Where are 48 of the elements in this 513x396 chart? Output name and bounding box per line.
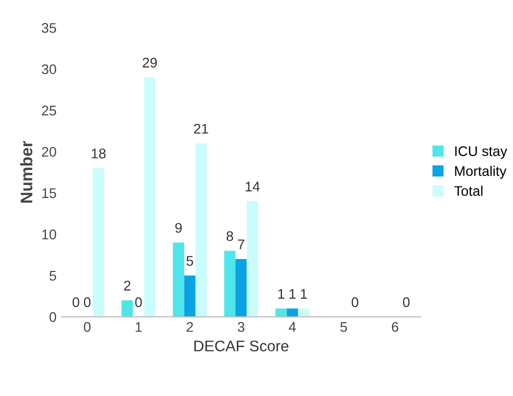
- bar: [92, 168, 104, 317]
- bar: [235, 258, 247, 317]
- data-label: 21: [194, 124, 208, 134]
- x-tick-label: 2: [186, 322, 193, 332]
- data-label: 7: [238, 240, 244, 250]
- x-axis-title: DECAF Score: [194, 340, 288, 352]
- bar: [275, 308, 287, 317]
- bar: [298, 308, 310, 317]
- y-tick-label: 15: [42, 188, 56, 198]
- y-tick-label: 10: [42, 230, 56, 240]
- y-tick-label: 20: [42, 146, 56, 157]
- data-label: 2: [124, 280, 130, 290]
- data-label: 0: [84, 297, 91, 308]
- y-axis-title: Number: [20, 141, 32, 203]
- data-label: 8: [226, 231, 234, 242]
- x-tick-label: 3: [238, 322, 244, 332]
- x-tick-label: 1: [136, 322, 142, 332]
- data-label: 0: [135, 297, 142, 308]
- bar: [246, 201, 258, 317]
- bar: [184, 276, 196, 317]
- y-tick-label: 5: [50, 270, 56, 281]
- data-label: 1: [300, 289, 307, 299]
- bar: [195, 143, 207, 317]
- bar: [224, 250, 236, 317]
- data-label: 0: [402, 297, 410, 308]
- data-label: 0: [72, 297, 80, 308]
- bar: [122, 300, 133, 317]
- legend-label: ICU stay: [455, 146, 508, 159]
- y-tick-label: 35: [42, 23, 56, 33]
- x-tick-label: 6: [392, 322, 398, 332]
- legend-label: Mortality: [455, 166, 506, 179]
- y-tick-label: 25: [42, 106, 56, 116]
- bar: [172, 242, 184, 317]
- data-label: 18: [92, 148, 106, 158]
- bar: [144, 77, 156, 317]
- y-tick-label: 0: [50, 312, 56, 322]
- x-tick-label: 4: [288, 322, 296, 332]
- y-tick-label: 30: [42, 64, 56, 74]
- data-label: 1: [290, 289, 296, 299]
- data-label: 0: [352, 297, 358, 308]
- data-label: 29: [142, 58, 157, 68]
- x-tick-label: 5: [340, 322, 347, 332]
- legend-label: Total: [454, 186, 482, 196]
- data-label: 1: [278, 289, 284, 299]
- data-label: 9: [175, 222, 182, 233]
- x-tick-label: 0: [84, 322, 91, 332]
- data-label: 5: [186, 256, 194, 266]
- data-label: 14: [246, 182, 260, 192]
